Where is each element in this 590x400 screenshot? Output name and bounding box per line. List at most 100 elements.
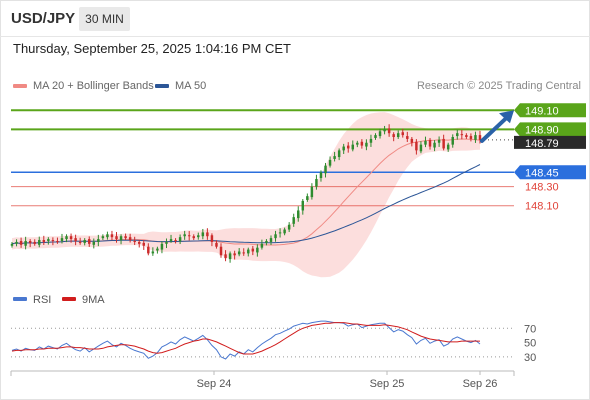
candle — [251, 245, 255, 256]
x-tick-label: Sep 24 — [197, 378, 232, 390]
candle — [310, 183, 314, 200]
candle — [197, 232, 200, 240]
candle — [283, 227, 286, 236]
candle-body — [297, 210, 300, 219]
level-label-148.45: 148.45 — [525, 167, 559, 179]
candle — [33, 239, 36, 246]
candle — [219, 243, 223, 258]
candle — [10, 241, 14, 248]
candle-body — [410, 138, 414, 143]
legend-ma20-label: MA 20 + Bollinger Bands — [33, 80, 154, 92]
candle-body — [228, 253, 232, 260]
candle — [78, 237, 82, 245]
candle-body — [278, 232, 282, 234]
candle-body — [365, 142, 368, 147]
candle-body — [315, 178, 318, 187]
chart-header: USD/JPY 30 MIN — [0, 0, 590, 36]
candle — [69, 233, 73, 243]
candle-body — [47, 239, 50, 241]
legend-ma20: MA 20 + Bollinger Bands — [13, 80, 154, 92]
candle-body — [83, 240, 86, 243]
candle-body — [433, 142, 436, 148]
level-label-148.10: 148.10 — [525, 201, 559, 213]
candle-body — [215, 242, 218, 247]
candle — [60, 233, 64, 244]
candle — [178, 234, 182, 245]
candle — [306, 193, 309, 202]
candle-body — [15, 241, 18, 244]
candle-body — [151, 251, 155, 254]
candle — [74, 234, 77, 246]
candle-body — [428, 139, 432, 147]
candle — [351, 140, 355, 152]
candle-body — [187, 235, 191, 237]
candle — [110, 230, 114, 241]
candle-body — [360, 141, 364, 146]
candle-body — [378, 131, 382, 137]
level-label-149.10: 149.10 — [525, 105, 559, 117]
candle-body — [169, 239, 173, 241]
candle — [233, 250, 236, 260]
candle — [315, 174, 318, 190]
candle — [365, 139, 368, 151]
candle-body — [124, 236, 127, 239]
candle-body — [69, 236, 73, 240]
candle-body — [192, 236, 195, 239]
candle — [215, 240, 218, 249]
x-tick-label: Sep 25 — [370, 378, 405, 390]
candle — [265, 239, 268, 246]
legend-ma50: MA 50 — [155, 80, 206, 92]
timeframe-badge[interactable]: 30 MIN — [79, 7, 130, 31]
candle-body — [160, 243, 164, 250]
candle — [183, 230, 186, 240]
candle — [287, 222, 291, 233]
candle-body — [478, 135, 482, 140]
candle-body — [206, 232, 209, 237]
candle-body — [28, 240, 32, 243]
candle — [401, 128, 404, 138]
candle-body — [274, 234, 277, 239]
candle-body — [419, 144, 423, 152]
candle-body — [10, 243, 14, 246]
candle — [301, 199, 305, 215]
candle-body — [474, 135, 477, 140]
candle — [410, 137, 414, 147]
candle-body — [328, 159, 332, 166]
rsi-legend-label: RSI — [33, 294, 51, 306]
candle — [128, 233, 132, 243]
candle — [28, 239, 32, 248]
level-label-149.10-bg — [514, 103, 586, 118]
research-credit: Research © 2025 Trading Central — [416, 80, 581, 92]
candle — [247, 247, 250, 257]
candle-body — [74, 238, 77, 241]
ma50-swatch — [155, 84, 169, 89]
candle — [456, 129, 459, 140]
candle — [142, 240, 146, 250]
candle-body — [310, 186, 314, 198]
candle — [106, 231, 109, 240]
candle — [174, 238, 177, 244]
candle-body — [119, 236, 123, 241]
candle-body — [369, 138, 373, 143]
candle-body — [237, 251, 241, 255]
candle-body — [33, 241, 36, 244]
candle-body — [165, 241, 168, 244]
candle — [133, 236, 136, 245]
candle-body — [465, 135, 468, 138]
candle — [424, 136, 427, 148]
candle-body — [392, 134, 395, 138]
candle-body — [178, 237, 182, 241]
candle-body — [442, 138, 445, 149]
candle — [192, 234, 195, 241]
candle-body — [224, 254, 227, 259]
candle-body — [301, 200, 305, 211]
candle — [260, 239, 264, 250]
candle-body — [401, 132, 404, 136]
candle-body — [269, 238, 273, 242]
candle-body — [387, 128, 391, 134]
candle — [92, 238, 96, 249]
candle-body — [283, 229, 286, 234]
candle-body — [197, 235, 200, 238]
candle-body — [287, 224, 291, 230]
candle — [460, 129, 464, 140]
